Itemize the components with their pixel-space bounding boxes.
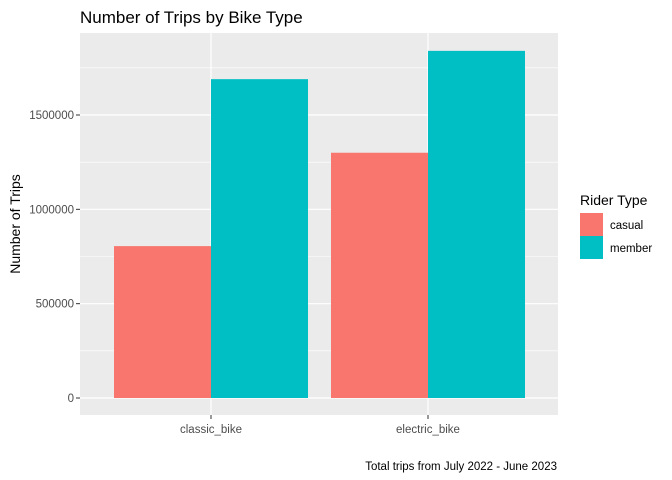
x-tick-label: classic_bike [180, 424, 242, 436]
y-tick-label: 1000000 [29, 204, 74, 216]
x-tick-label: electric_bike [396, 424, 460, 436]
y-tick-label: 500000 [36, 299, 74, 311]
bar-member-electric_bike [428, 50, 525, 398]
y-axis: 0 500000 1000000 1500000 [29, 110, 80, 405]
chart-title: Number of Trips by Bike Type [80, 8, 303, 27]
chart-caption: Total trips from July 2022 - June 2023 [365, 461, 557, 473]
legend-key-member [580, 236, 603, 259]
legend-label-casual: casual [610, 220, 643, 232]
y-axis-title: Number of Trips [7, 174, 23, 274]
legend-key-casual [580, 213, 603, 236]
bar-casual-electric_bike [331, 152, 428, 398]
bar-casual-classic_bike [114, 246, 211, 398]
bars [114, 50, 525, 399]
y-tick-label: 1500000 [29, 110, 74, 122]
legend-title: Rider Type [580, 192, 648, 208]
legend-label-member: member [610, 243, 652, 255]
y-tick-label: 0 [68, 393, 74, 405]
legend: Rider Type casual member [580, 192, 652, 259]
x-axis: classic_bike electric_bike [180, 415, 460, 436]
bar-member-classic_bike [211, 79, 308, 399]
